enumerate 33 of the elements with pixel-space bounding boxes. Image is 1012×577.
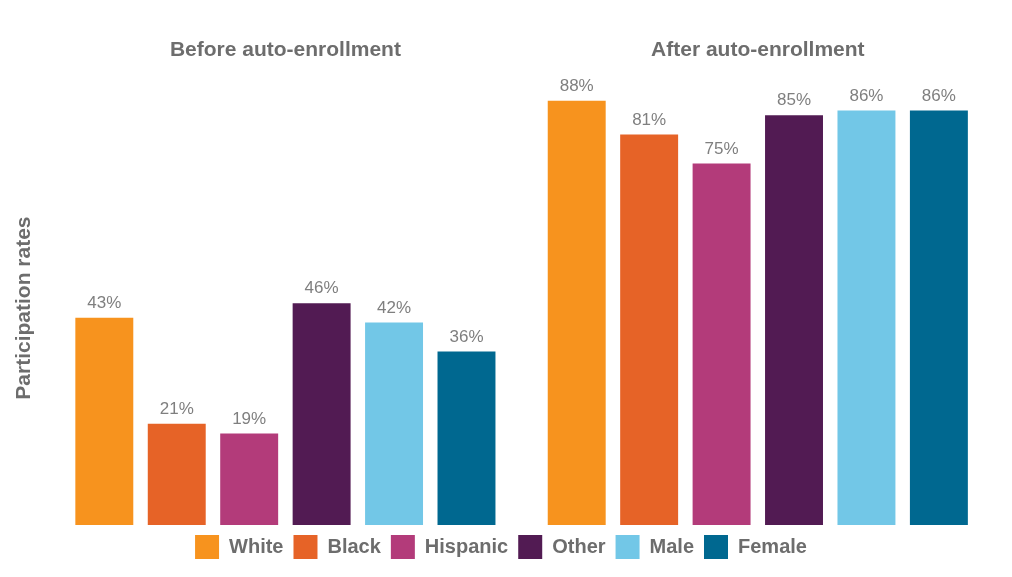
data-label: 86% xyxy=(849,85,884,105)
data-label: 36% xyxy=(449,326,484,346)
bar xyxy=(220,433,279,525)
data-label: 46% xyxy=(304,278,339,298)
bar xyxy=(692,163,751,525)
x-tick-label: Before auto-enrollment xyxy=(169,37,401,61)
bar xyxy=(292,303,351,525)
bar xyxy=(147,423,206,525)
data-label: 42% xyxy=(377,297,412,317)
bar xyxy=(365,322,424,525)
legend-label: White xyxy=(229,534,284,557)
data-label: 81% xyxy=(632,109,667,129)
data-label: 88% xyxy=(559,76,594,96)
bar xyxy=(837,110,896,525)
legend-label: Other xyxy=(552,534,606,557)
bar xyxy=(620,134,679,525)
data-label: 21% xyxy=(159,398,194,418)
y-axis-title: Participation rates xyxy=(11,216,35,400)
legend-label: Male xyxy=(649,534,695,557)
bar xyxy=(437,351,496,525)
data-label: 86% xyxy=(921,85,956,105)
bar xyxy=(909,110,968,525)
data-label: 19% xyxy=(232,408,267,428)
data-label: 43% xyxy=(87,292,122,312)
legend-label: Female xyxy=(738,534,807,557)
legend-label: Hispanic xyxy=(424,534,509,557)
bar xyxy=(547,100,606,525)
x-tick-label: After auto-enrollment xyxy=(651,37,865,61)
bar xyxy=(75,317,134,525)
data-label: 75% xyxy=(704,138,739,158)
bar xyxy=(765,115,823,525)
legend-label: Black xyxy=(327,534,382,557)
data-label: 85% xyxy=(777,90,812,110)
